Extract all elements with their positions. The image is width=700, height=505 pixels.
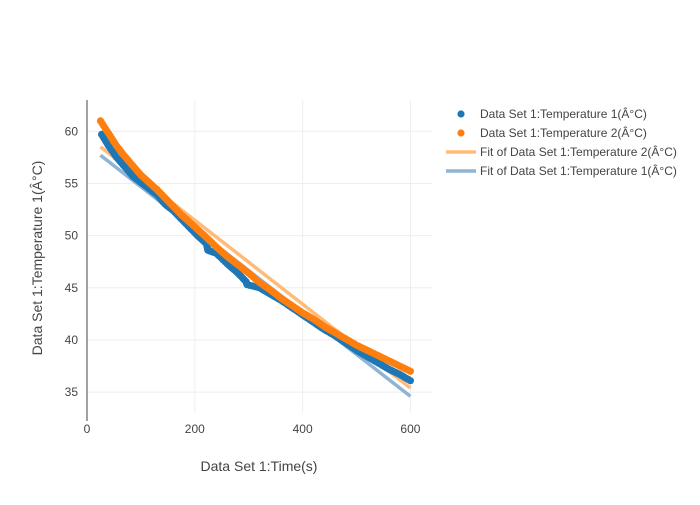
data-point [406, 377, 414, 385]
legend-label: Fit of Data Set 1:Temperature 2(Â°C) [480, 144, 677, 159]
legend-label: Fit of Data Set 1:Temperature 1(Â°C) [480, 163, 677, 178]
y-tick-label: 50 [65, 229, 79, 243]
legend-item[interactable]: Data Set 1:Temperature 1(Â°C) [457, 106, 647, 121]
series-layer [96, 117, 414, 398]
series-1-markers [96, 117, 414, 375]
x-axis-title: Data Set 1:Time(s) [201, 458, 318, 474]
y-tick-label: 45 [65, 281, 79, 295]
y-tick-label: 40 [65, 333, 79, 347]
legend: Data Set 1:Temperature 1(Â°C) Data Set 1:… [446, 106, 677, 178]
y-tick-label: 35 [65, 385, 79, 399]
legend-label: Data Set 1:Temperature 2(Â°C) [480, 125, 647, 140]
x-tick-label: 600 [400, 422, 420, 436]
legend-marker [457, 129, 465, 137]
legend-label: Data Set 1:Temperature 1(Â°C) [480, 106, 647, 121]
y-tick-label: 60 [65, 124, 79, 138]
x-tick-label: 0 [84, 422, 91, 436]
legend-item[interactable]: Fit of Data Set 1:Temperature 1(Â°C) [446, 163, 677, 178]
legend-item[interactable]: Data Set 1:Temperature 2(Â°C) [457, 125, 647, 140]
axes-layer: 0 200 400 600 35 40 45 50 55 60 [65, 100, 421, 436]
x-tick-label: 200 [185, 422, 205, 436]
y-axis-title: Data Set 1:Temperature 1(Â°C) [29, 161, 45, 356]
y-tick-label: 55 [65, 176, 79, 190]
labels-layer: Data Set 1:Time(s) Data Set 1:Temperatur… [29, 161, 317, 474]
legend-item[interactable]: Fit of Data Set 1:Temperature 2(Â°C) [446, 144, 677, 159]
x-tick-label: 400 [293, 422, 313, 436]
data-point [406, 367, 414, 375]
legend-marker [457, 110, 465, 118]
